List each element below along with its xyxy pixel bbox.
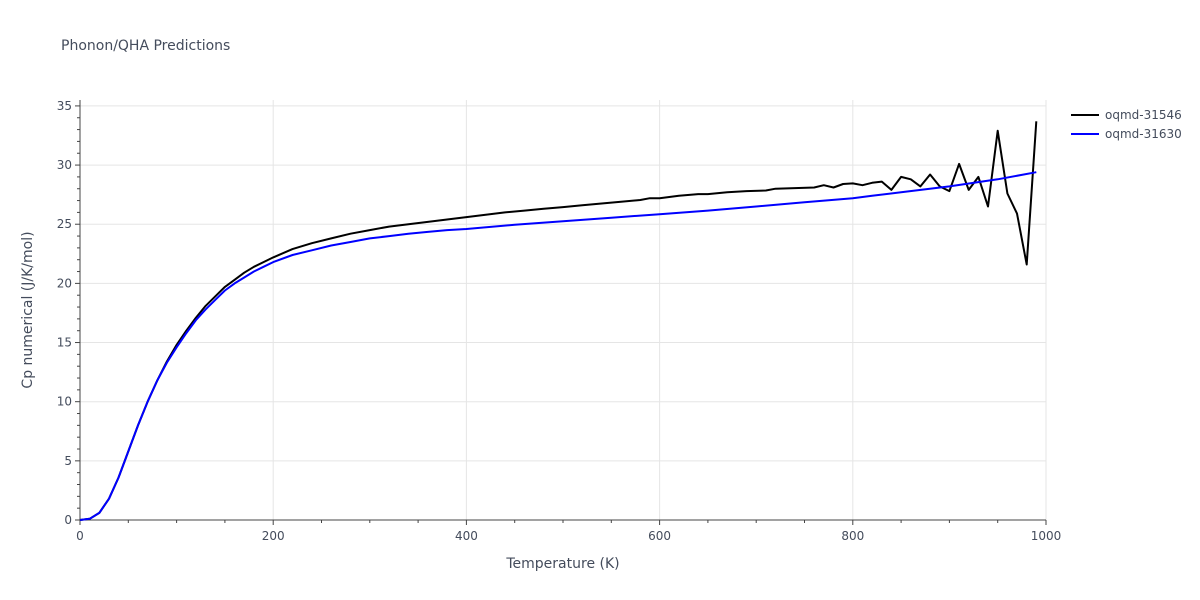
y-tick-label: 0 [64, 513, 72, 527]
x-tick-label: 800 [841, 529, 864, 543]
chart-title: Phonon/QHA Predictions [61, 38, 230, 54]
y-axis-title: Cp numerical (J/K/mol) [20, 231, 36, 388]
x-tick-label: 400 [455, 529, 478, 543]
plot-area [79, 121, 1038, 521]
x-axis-title: Temperature (K) [505, 556, 619, 572]
y-tick-label: 5 [64, 454, 72, 468]
legend-label: oqmd-31630 [1105, 127, 1182, 141]
legend-label: oqmd-31546 [1105, 108, 1182, 122]
x-tick-label: 0 [76, 529, 84, 543]
grid [80, 100, 1047, 521]
y-tick-label: 25 [57, 217, 72, 231]
y-tick-label: 15 [57, 336, 72, 350]
x-tick-label: 200 [262, 529, 285, 543]
x-tick-label: 600 [648, 529, 671, 543]
legend: oqmd-31546 oqmd-31630 [1071, 108, 1182, 141]
series-line-oqmd-31630 [79, 171, 1037, 521]
x-tick-label: 1000 [1031, 529, 1062, 543]
y-tick-label: 30 [57, 158, 72, 172]
series-line-oqmd-31546 [79, 121, 1038, 521]
y-tick-label: 10 [57, 395, 72, 409]
y-tick-label: 35 [57, 99, 72, 113]
axes: 0 5 10 15 20 25 30 35 0 200 400 600 800 1000 [57, 99, 1062, 543]
y-tick-label: 20 [57, 276, 72, 290]
